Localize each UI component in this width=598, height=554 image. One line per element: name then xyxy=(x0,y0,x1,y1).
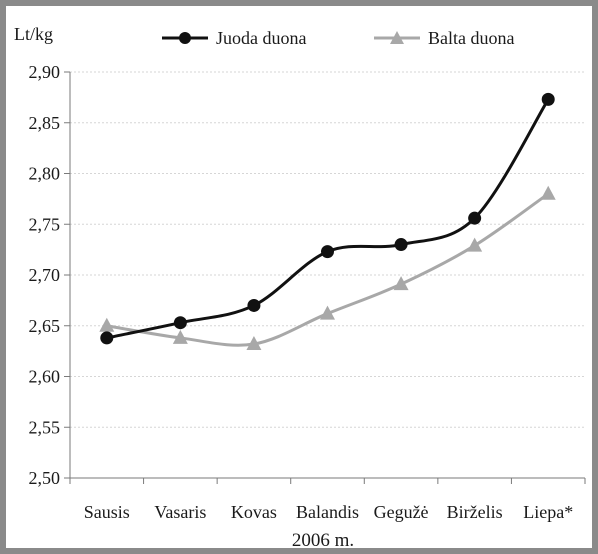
point-juoda-duona xyxy=(247,299,260,312)
point-juoda-duona xyxy=(174,316,187,329)
y-tick-label: 2,70 xyxy=(29,265,61,285)
legend: Juoda duona Balta duona xyxy=(162,28,514,48)
legend-item-juoda-duona: Juoda duona xyxy=(162,28,306,48)
x-tick-label: Vasaris xyxy=(154,502,206,522)
legend-marker-circle xyxy=(179,32,191,44)
y-tick-label: 2,85 xyxy=(29,113,61,133)
point-juoda-duona xyxy=(468,212,481,225)
series-markers xyxy=(99,93,555,350)
y-tick-label: 2,90 xyxy=(29,62,61,82)
point-balta-duona xyxy=(99,318,114,332)
series-line-balta-duona xyxy=(107,194,548,345)
point-juoda-duona xyxy=(321,245,334,258)
y-tick-label: 2,75 xyxy=(29,214,61,234)
y-tick-labels: 2,50 2,55 2,60 2,65 2,70 2,75 2,80 2,85 2,90 xyxy=(29,62,61,488)
y-tick-label: 2,65 xyxy=(29,316,61,336)
point-juoda-duona xyxy=(395,238,408,251)
x-tick-labels: Sausis Vasaris Kovas Balandis Gegužė Birželis… xyxy=(84,502,573,522)
gridlines xyxy=(64,72,585,478)
y-tick-label: 2,80 xyxy=(29,164,61,184)
point-balta-duona xyxy=(541,186,556,200)
axes xyxy=(70,72,585,484)
legend-item-balta-duona: Balta duona xyxy=(374,28,514,48)
x-tick-label: Birželis xyxy=(447,502,503,522)
y-axis-label: Lt/kg xyxy=(14,24,53,44)
series-line-juoda-duona xyxy=(107,99,548,338)
x-tick-label: Balandis xyxy=(296,502,359,522)
legend-label-balta-duona: Balta duona xyxy=(428,28,514,48)
x-tick-label: Kovas xyxy=(231,502,277,522)
x-tick-label: Liepa* xyxy=(523,502,573,522)
legend-label-juoda-duona: Juoda duona xyxy=(216,28,306,48)
x-axis-label: 2006 m. xyxy=(292,530,354,551)
y-tick-label: 2,50 xyxy=(29,468,61,488)
point-juoda-duona xyxy=(100,331,113,344)
point-balta-duona xyxy=(467,238,482,252)
y-tick-label: 2,55 xyxy=(29,417,61,437)
y-tick-label: 2,60 xyxy=(29,367,61,387)
x-tick-label: Sausis xyxy=(84,502,130,522)
x-tick-label: Gegužė xyxy=(374,502,429,522)
point-juoda-duona xyxy=(542,93,555,106)
